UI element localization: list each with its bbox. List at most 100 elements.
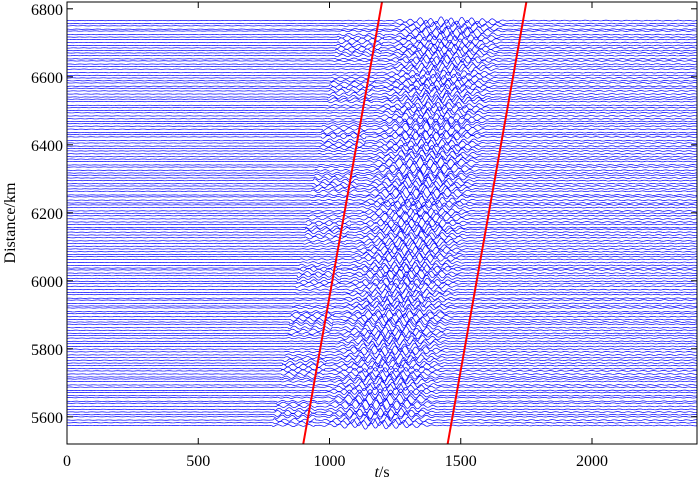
- seismic-trace: [67, 309, 697, 318]
- seismic-trace: [67, 176, 697, 185]
- seismic-trace: [67, 57, 697, 66]
- seismic-trace: [67, 361, 697, 370]
- seismic-trace: [67, 86, 697, 95]
- seismic-trace: [67, 43, 697, 52]
- seismic-trace: [67, 386, 697, 395]
- seismic-trace: [67, 383, 697, 392]
- seismic-trace: [67, 168, 697, 178]
- seismic-trace: [67, 179, 697, 188]
- seismic-trace: [67, 375, 697, 384]
- seismic-trace: [67, 111, 697, 120]
- seismic-trace: [67, 233, 697, 242]
- seismic-trace: [67, 223, 697, 232]
- seismic-trace: [67, 418, 697, 427]
- seismic-trace: [67, 162, 697, 172]
- seismic-trace: [67, 326, 697, 335]
- seismic-trace: [67, 49, 697, 58]
- seismic-trace: [67, 407, 697, 417]
- seismic-trace: [67, 78, 697, 88]
- seismic-trace: [67, 402, 697, 411]
- seismic-trace: [67, 187, 697, 196]
- seismic-trace: [67, 16, 697, 25]
- seismic-trace: [67, 323, 697, 332]
- seismic-trace: [67, 149, 697, 159]
- seismic-trace: [67, 184, 697, 194]
- seismic-trace: [67, 166, 697, 175]
- seismic-trace: [67, 282, 697, 291]
- seismic-trace: [67, 68, 697, 77]
- seismic-trace: [67, 152, 697, 162]
- reference-lines: [302, 2, 528, 444]
- seismic-trace: [67, 132, 697, 141]
- seismic-trace: [67, 136, 697, 145]
- seismic-trace: [67, 38, 697, 47]
- seismic-trace: [67, 196, 697, 205]
- seismic-trace: [67, 261, 697, 270]
- seismic-trace: [67, 367, 697, 376]
- seismic-trace: [67, 268, 697, 277]
- seismic-trace: [67, 19, 697, 28]
- seismic-trace: [67, 307, 697, 316]
- seismic-trace: [67, 277, 697, 286]
- seismic-trace: [67, 347, 697, 357]
- seismic-trace: [67, 97, 697, 106]
- seismic-trace: [67, 369, 697, 378]
- seismic-trace: [67, 294, 697, 303]
- seismic-trace: [67, 345, 697, 354]
- seismic-trace: [67, 415, 697, 425]
- seismic-trace: [67, 225, 697, 234]
- seismic-trace: [67, 106, 697, 115]
- seismic-trace: [67, 227, 697, 237]
- plot-area: [67, 2, 697, 444]
- y-tick-label: 5800: [31, 342, 63, 359]
- y-tick-label: 5600: [31, 410, 63, 427]
- seismic-trace: [67, 295, 697, 305]
- seismic-trace: [67, 393, 697, 403]
- seismic-trace: [67, 230, 697, 239]
- seismic-trace: [67, 119, 697, 128]
- seismic-trace: [67, 391, 697, 400]
- y-tick-label: 6800: [31, 2, 63, 19]
- y-tick-label: 6200: [31, 206, 63, 223]
- seismic-trace: [67, 265, 697, 274]
- seismic-trace: [67, 46, 697, 55]
- seismic-trace: [67, 171, 697, 180]
- seismic-trace: [67, 242, 697, 251]
- seismic-trace: [67, 220, 697, 229]
- seismic-trace: [67, 318, 697, 327]
- y-axis-title: Distance/km: [2, 182, 19, 263]
- seismic-trace: [67, 89, 697, 98]
- plot-frame: [66, 1, 698, 445]
- seismic-trace: [67, 211, 697, 220]
- seismic-trace: [67, 71, 697, 80]
- seismic-trace: [67, 173, 697, 182]
- seismic-trace: [67, 190, 697, 200]
- seismic-trace: [67, 64, 697, 74]
- x-tick-label: 0: [63, 453, 71, 470]
- seismic-trace: [67, 244, 697, 254]
- seismic-trace: [67, 299, 697, 308]
- x-axis-title: t/s: [374, 464, 389, 481]
- seismic-trace: [67, 203, 697, 212]
- y-tick-label: 6600: [31, 70, 63, 87]
- seismic-trace: [67, 208, 697, 218]
- seismic-traces: [67, 16, 697, 430]
- x-tick-label: 2000: [576, 453, 608, 470]
- y-tick-label: 6400: [31, 138, 63, 155]
- seismic-trace: [67, 247, 697, 256]
- seismic-trace: [67, 239, 697, 248]
- seismic-trace: [67, 250, 697, 259]
- seismic-trace: [67, 130, 697, 139]
- seismic-trace: [67, 73, 697, 83]
- x-tick-label: 1500: [445, 453, 477, 470]
- seismic-trace: [67, 342, 697, 351]
- red-reference-line: [302, 2, 383, 444]
- seismic-trace: [67, 263, 697, 273]
- seismic-trace: [67, 157, 697, 166]
- seismic-trace: [67, 285, 697, 294]
- seismic-trace: [67, 128, 697, 137]
- seismic-trace: [67, 160, 697, 169]
- seismic-trace: [67, 41, 697, 50]
- seismic-trace: [67, 84, 697, 92]
- seismic-trace: [67, 82, 697, 91]
